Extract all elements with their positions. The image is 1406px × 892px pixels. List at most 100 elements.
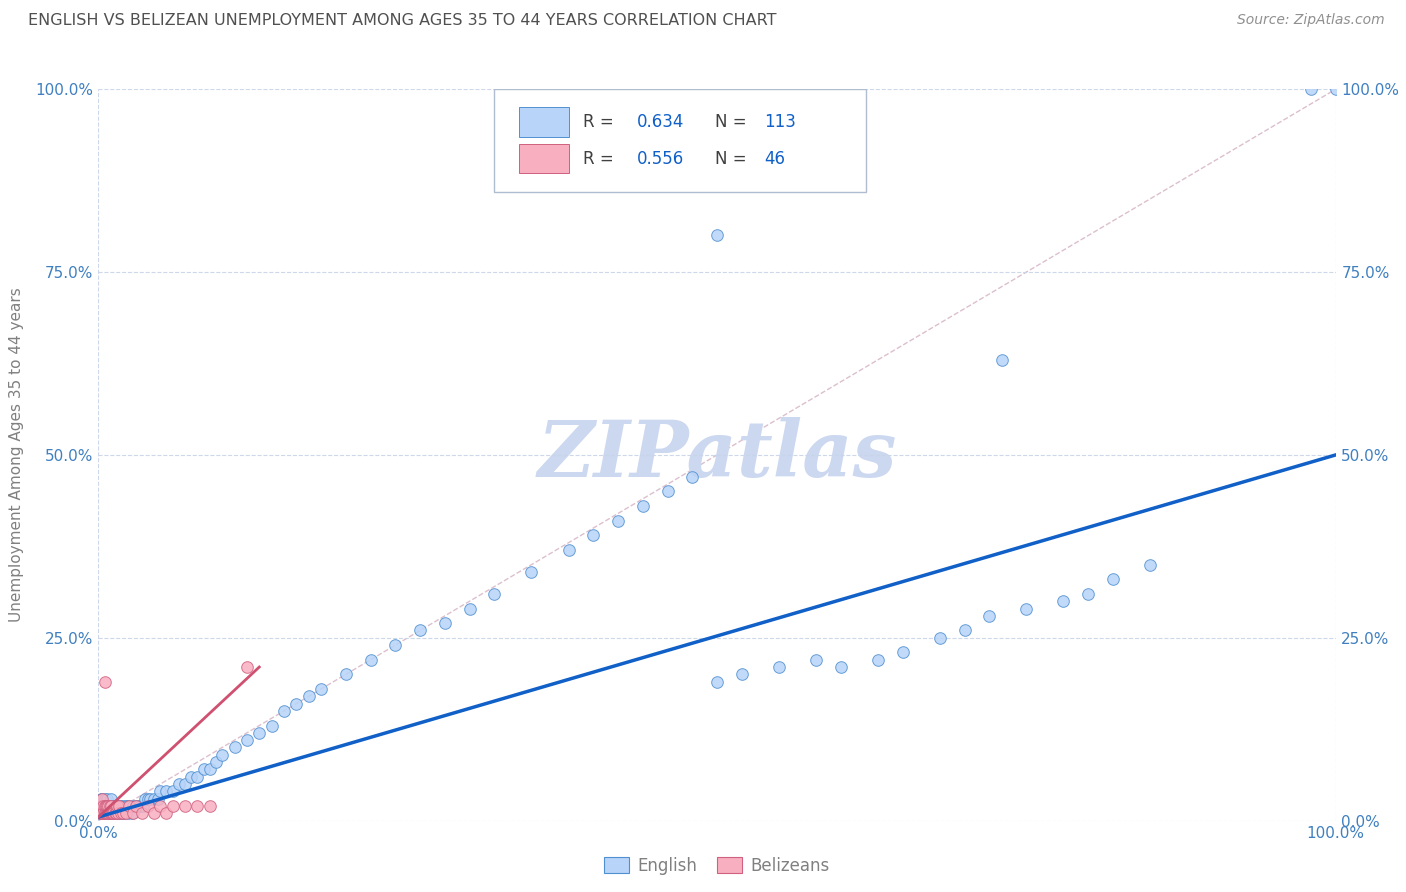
Point <box>134 791 156 805</box>
Point <box>706 674 728 689</box>
Point <box>273 704 295 718</box>
Point <box>100 799 122 814</box>
Point <box>107 806 129 821</box>
Point <box>108 806 131 821</box>
Point <box>90 799 112 814</box>
Point <box>104 806 127 821</box>
Point <box>96 806 118 821</box>
Point <box>124 799 146 814</box>
Point <box>129 799 152 814</box>
Point <box>89 806 111 821</box>
Y-axis label: Unemployment Among Ages 35 to 44 years: Unemployment Among Ages 35 to 44 years <box>8 287 24 623</box>
Point <box>260 718 283 732</box>
Point <box>105 806 128 821</box>
Point <box>657 484 679 499</box>
Point <box>186 799 208 814</box>
FancyBboxPatch shape <box>519 144 568 173</box>
Point <box>91 791 114 805</box>
Point <box>731 667 754 681</box>
Point <box>118 799 141 814</box>
Text: ENGLISH VS BELIZEAN UNEMPLOYMENT AMONG AGES 35 TO 44 YEARS CORRELATION CHART: ENGLISH VS BELIZEAN UNEMPLOYMENT AMONG A… <box>28 13 776 29</box>
Text: R =: R = <box>583 113 620 131</box>
Point <box>100 806 122 821</box>
Point <box>108 799 131 814</box>
Point <box>98 806 121 821</box>
Point <box>174 799 197 814</box>
Text: R =: R = <box>583 150 620 168</box>
Point <box>384 638 406 652</box>
Point <box>90 806 112 821</box>
Text: 0.556: 0.556 <box>637 150 683 168</box>
Point <box>990 352 1012 367</box>
Point <box>91 791 114 805</box>
Point <box>98 799 121 814</box>
Point <box>143 806 166 821</box>
Point <box>91 806 114 821</box>
Point <box>90 806 112 821</box>
Point <box>298 690 321 704</box>
Point <box>205 755 228 769</box>
Point <box>97 806 120 821</box>
Point <box>103 806 125 821</box>
Point <box>162 784 184 798</box>
Point <box>1052 594 1074 608</box>
Point <box>236 733 259 747</box>
Text: 46: 46 <box>763 150 785 168</box>
Text: 0.634: 0.634 <box>637 113 683 131</box>
Point <box>91 799 114 814</box>
Text: N =: N = <box>714 113 751 131</box>
Point <box>162 799 184 814</box>
Point <box>979 608 1001 623</box>
Point <box>180 770 202 784</box>
Point <box>90 791 112 805</box>
Point <box>155 784 177 798</box>
Point <box>114 799 136 814</box>
Text: N =: N = <box>714 150 751 168</box>
Point <box>1299 82 1322 96</box>
Point <box>100 806 122 821</box>
Point <box>93 806 115 821</box>
Point <box>93 674 115 689</box>
Point <box>93 799 115 814</box>
Point <box>103 799 125 814</box>
Point <box>100 799 122 814</box>
Point <box>98 806 121 821</box>
Point <box>105 799 128 814</box>
Point <box>94 799 117 814</box>
Point <box>107 799 129 814</box>
Point <box>101 799 124 814</box>
Point <box>131 806 153 821</box>
Text: 113: 113 <box>763 113 796 131</box>
Point <box>174 777 197 791</box>
Point <box>520 565 543 579</box>
Point <box>112 806 135 821</box>
Point <box>122 799 145 814</box>
Point <box>136 799 159 814</box>
Point <box>557 543 579 558</box>
Point <box>309 681 332 696</box>
Point <box>866 653 889 667</box>
Point <box>97 799 120 814</box>
Text: Source: ZipAtlas.com: Source: ZipAtlas.com <box>1237 13 1385 28</box>
Point <box>484 587 506 601</box>
Point <box>631 499 654 513</box>
Point <box>93 806 115 821</box>
Point <box>193 763 215 777</box>
Point <box>198 763 221 777</box>
Point <box>285 697 308 711</box>
Point <box>103 806 125 821</box>
Point <box>93 806 115 821</box>
Point <box>118 799 141 814</box>
Point <box>97 799 120 814</box>
Point <box>247 726 270 740</box>
Text: ZIPatlas: ZIPatlas <box>537 417 897 493</box>
Point <box>928 631 950 645</box>
Point <box>94 806 117 821</box>
Point <box>96 791 118 805</box>
Point <box>108 799 131 814</box>
Point <box>93 791 115 805</box>
FancyBboxPatch shape <box>495 89 866 192</box>
Point <box>112 806 135 821</box>
Point <box>830 660 852 674</box>
Point <box>117 806 139 821</box>
